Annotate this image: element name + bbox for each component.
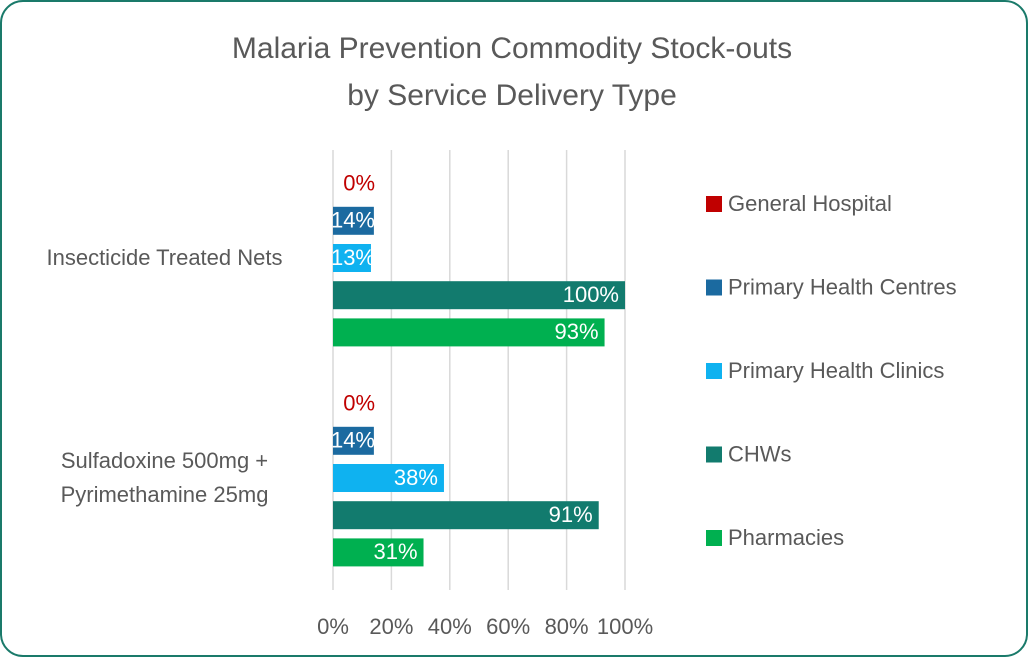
legend-swatch bbox=[706, 363, 722, 379]
x-tick-label: 20% bbox=[369, 614, 413, 639]
x-tick-label: 40% bbox=[428, 614, 472, 639]
legend-swatch bbox=[706, 530, 722, 546]
x-tick-label: 100% bbox=[597, 614, 653, 639]
bar bbox=[333, 206, 374, 235]
bar bbox=[333, 538, 424, 567]
legend-label: Pharmacies bbox=[728, 525, 844, 550]
legend-label: Primary Health Centres bbox=[728, 274, 957, 299]
chart-title: Malaria Prevention Commodity Stock-outs bbox=[232, 32, 792, 65]
data-label: 38% bbox=[394, 465, 438, 490]
legend-swatch bbox=[706, 446, 722, 463]
data-label: 100% bbox=[563, 282, 619, 307]
category-label: Sulfadoxine 500mg + Pyrimethamine 25mg bbox=[60, 448, 269, 507]
chart-title: by Service Delivery Type bbox=[347, 79, 677, 112]
legend-label: Primary Health Clinics bbox=[728, 358, 944, 383]
x-tick-label: 80% bbox=[545, 614, 589, 639]
data-label: 0% bbox=[343, 390, 375, 415]
legend-label: General Hospital bbox=[728, 191, 892, 216]
data-label: 14% bbox=[331, 428, 375, 453]
legend-swatch bbox=[706, 279, 722, 296]
data-label: 13% bbox=[331, 245, 375, 270]
bar bbox=[333, 281, 625, 310]
bar bbox=[333, 501, 599, 530]
legend-swatch bbox=[706, 196, 722, 212]
data-label: 0% bbox=[343, 170, 375, 195]
x-tick-label: 60% bbox=[486, 614, 530, 639]
data-label: 14% bbox=[331, 208, 375, 233]
bar bbox=[333, 426, 374, 455]
data-label: 93% bbox=[555, 319, 599, 344]
category-label: Insecticide Treated Nets bbox=[46, 245, 283, 270]
data-label: 91% bbox=[549, 502, 593, 527]
bar bbox=[333, 318, 605, 347]
data-label: 31% bbox=[373, 539, 417, 564]
bar bbox=[333, 244, 371, 272]
x-tick-label: 0% bbox=[317, 614, 349, 639]
legend-label: CHWs bbox=[728, 441, 792, 466]
bar bbox=[333, 464, 444, 492]
